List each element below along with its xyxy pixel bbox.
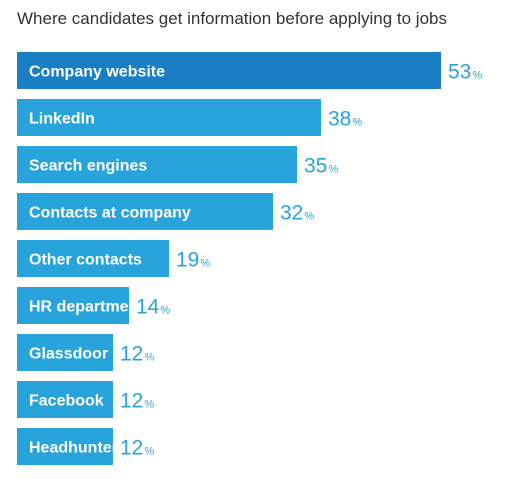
bar <box>17 381 113 418</box>
bar-group: LinkedIn 38% <box>17 99 362 136</box>
bar <box>17 287 129 324</box>
bar <box>17 334 113 371</box>
bar <box>17 193 273 230</box>
chart-title: Where candidates get information before … <box>17 9 447 28</box>
bar-group: Search engines 35% <box>17 146 338 183</box>
data-label: 32% <box>280 202 314 225</box>
data-label: 19% <box>176 249 210 272</box>
bar-label: Glassdoor <box>29 346 108 363</box>
bar-label: Company website <box>29 64 165 81</box>
data-label: 14% <box>136 296 170 319</box>
bar-label: Other contacts <box>29 252 142 269</box>
data-label: 53% <box>448 61 482 84</box>
bar-group: Company website 53% <box>17 52 482 89</box>
bar <box>17 99 321 136</box>
bar <box>17 428 113 465</box>
bar-label: LinkedIn <box>29 111 95 128</box>
bar-label: Contacts at company <box>29 205 191 222</box>
data-label: 12% <box>120 390 154 413</box>
data-label: 12% <box>120 343 154 366</box>
bar <box>17 146 297 183</box>
data-label: 35% <box>304 155 338 178</box>
bar-group: Facebook 12% <box>17 381 154 418</box>
bar-group: Glassdoor 12% <box>17 334 154 371</box>
bar-label: HR department <box>29 299 144 316</box>
bar-label: Headhunter <box>29 440 118 457</box>
data-label: 12% <box>120 437 154 460</box>
data-label: 38% <box>328 108 362 131</box>
bar-label: Search engines <box>29 158 147 175</box>
bar-group: Headhunter 12% <box>17 428 154 465</box>
bar <box>17 52 441 89</box>
bar-group: Other contacts 19% <box>17 240 210 277</box>
bar-label: Facebook <box>29 393 104 410</box>
bar-group: Contacts at company 32% <box>17 193 314 230</box>
bar <box>17 240 169 277</box>
